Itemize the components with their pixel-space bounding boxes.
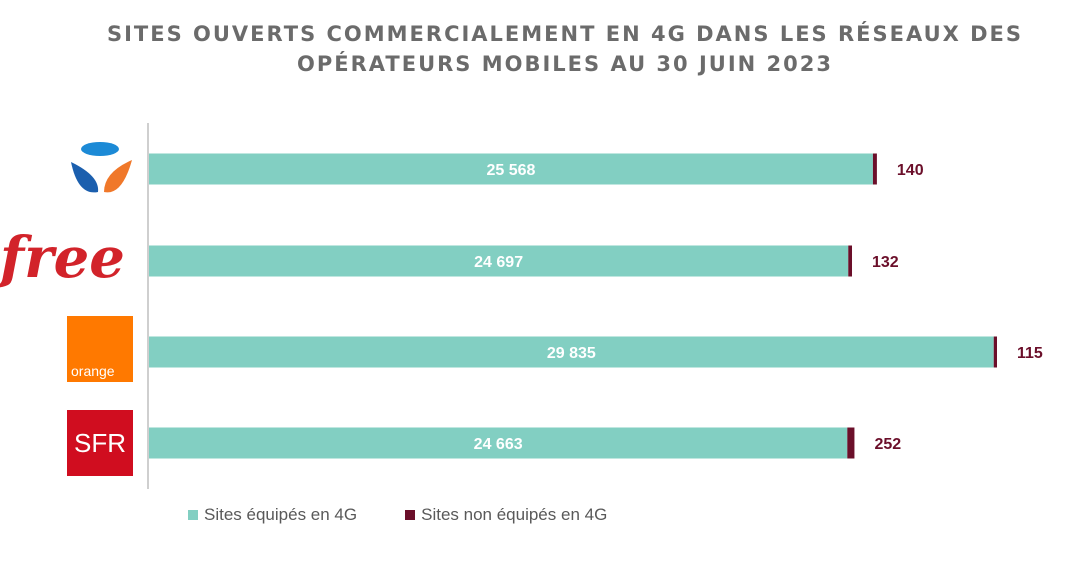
legend-item-equipped: Sites équipés en 4G xyxy=(188,505,357,525)
label-equipped-sfr: 24 663 xyxy=(474,436,523,453)
label-not-equipped-free: 132 xyxy=(872,254,899,271)
bouygues-logo-top xyxy=(81,142,119,156)
sfr-logo-text: SFR xyxy=(74,428,126,458)
label-not-equipped-sfr: 252 xyxy=(874,436,901,453)
sfr-logo-square xyxy=(67,410,133,476)
bouygues-logo-right xyxy=(104,160,132,193)
bar-equipped-orange xyxy=(149,336,994,368)
label-equipped-orange: 29 835 xyxy=(547,345,596,362)
chart-title-line-2: OPÉRATEURS MOBILES AU 30 JUIN 2023 xyxy=(297,52,833,76)
label-equipped-free: 24 697 xyxy=(474,254,523,271)
bar-not-equipped-bouygues-telecom xyxy=(872,153,877,185)
legend-swatch-equipped xyxy=(188,510,198,520)
bouygues-logo-left xyxy=(71,162,99,193)
bar-not-equipped-free xyxy=(848,245,853,277)
orange-logo: orange xyxy=(67,316,133,382)
bar-not-equipped-orange xyxy=(993,336,997,368)
sfr-logo: SFR xyxy=(67,410,133,476)
orange-logo-square xyxy=(67,316,133,382)
bar-equipped-sfr xyxy=(149,427,848,459)
label-not-equipped-orange: 115 xyxy=(1017,345,1043,362)
bar-not-equipped-sfr xyxy=(847,427,855,459)
free-logo-text: free xyxy=(0,225,125,291)
legend-label-equipped: Sites équipés en 4G xyxy=(204,505,358,524)
legend-item-not-equipped: Sites non équipés en 4G xyxy=(405,505,607,525)
orange-logo-text: orange xyxy=(71,363,115,379)
free-logo: free xyxy=(0,225,125,291)
legend-label-not-equipped: Sites non équipés en 4G xyxy=(421,505,608,524)
bars-group: 25 568 140 24 697 132 29 835 115 24 663 252 xyxy=(149,153,1043,459)
label-equipped-bouygues-telecom: 25 568 xyxy=(486,162,535,179)
chart-title-line-1: SITES OUVERTS COMMERCIALEMENT EN 4G DANS… xyxy=(106,22,1024,46)
legend: Sites équipés en 4G Sites non équipés en… xyxy=(188,505,607,525)
label-not-equipped-bouygues-telecom: 140 xyxy=(897,162,924,179)
bouygues-logo xyxy=(71,142,132,193)
legend-swatch-not-equipped xyxy=(405,510,416,520)
bar-equipped-free xyxy=(149,245,849,277)
bar-equipped-bouygues-telecom xyxy=(149,153,873,185)
